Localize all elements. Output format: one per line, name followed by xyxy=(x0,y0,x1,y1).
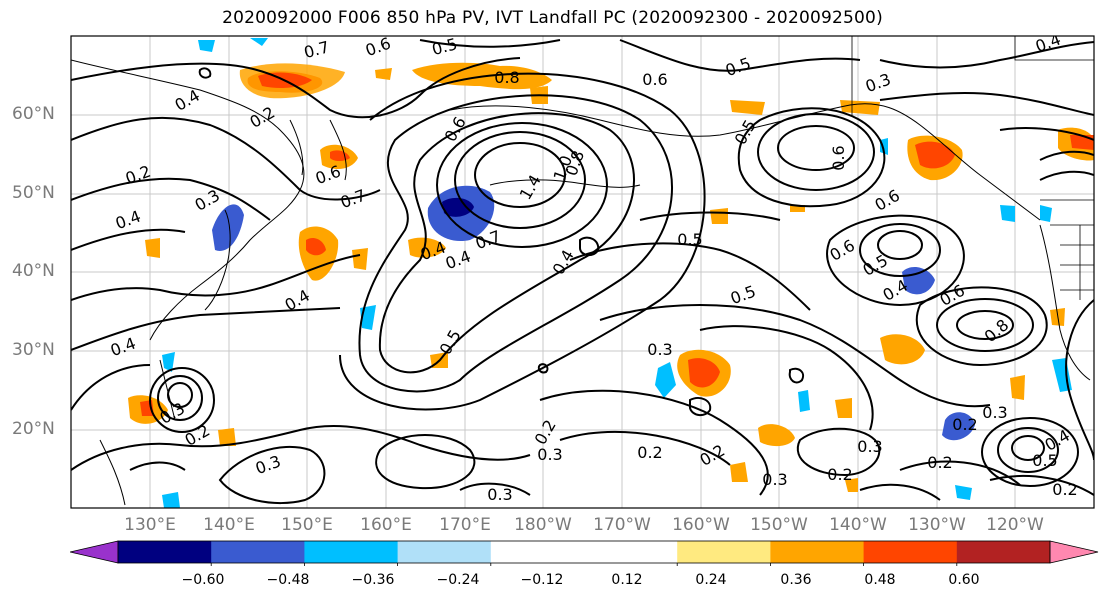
colorbar-segment xyxy=(490,541,585,563)
colorbar-segment xyxy=(863,541,958,563)
contour-label: 0.2 xyxy=(952,415,977,434)
lon-label-140e: 140°E xyxy=(203,515,255,535)
state-borders xyxy=(851,36,1094,300)
lon-label-170w: 170°W xyxy=(593,515,651,535)
lon-label-120w: 120°W xyxy=(986,515,1044,535)
colorbar-segment xyxy=(956,541,1051,563)
contour-label: 0.3 xyxy=(537,445,562,464)
colorbar-segment xyxy=(397,541,492,563)
colorbar-tick-label: 0.24 xyxy=(695,572,727,588)
contour-label: 0.2 xyxy=(927,453,952,472)
colorbar-frame xyxy=(117,540,1051,564)
pv-shading xyxy=(128,38,1094,508)
lon-label-150e: 150°E xyxy=(281,515,333,535)
colorbar-tick-label: −0.48 xyxy=(266,572,310,588)
colorbar-tick-label: −0.12 xyxy=(520,572,564,588)
lat-label-60n: 60°N xyxy=(12,104,55,124)
contours xyxy=(71,39,1094,504)
colorbar-tick-label: 0.48 xyxy=(864,572,896,588)
contour-label: 0.3 xyxy=(647,340,672,359)
colorbar-tick-label: −0.24 xyxy=(436,572,480,588)
contour-label: 0.2 xyxy=(1052,480,1077,499)
lon-label-130e: 130°E xyxy=(124,515,176,535)
map-title: 2020092000 F006 850 hPa PV, IVT Landfall… xyxy=(222,8,883,28)
contour-label: 0.5 xyxy=(430,34,460,59)
contour-label: 0.3 xyxy=(487,485,512,504)
colorbar xyxy=(70,540,1099,566)
lat-label-40n: 40°N xyxy=(12,261,55,281)
lon-label-140w: 140°W xyxy=(829,515,887,535)
colorbar-tick-label: −0.60 xyxy=(181,572,225,588)
lat-label-30n: 30°N xyxy=(12,340,55,360)
lon-label-170e: 170°E xyxy=(439,515,491,535)
colorbar-segment xyxy=(211,541,305,563)
colorbar-segment xyxy=(304,541,399,563)
lon-label-180w: 180°W xyxy=(514,515,572,535)
colorbar-tick-label: 0.12 xyxy=(611,572,643,588)
colorbar-extend-high xyxy=(1049,540,1099,564)
contour-label: 0.2 xyxy=(827,465,852,484)
contour-label: 0.3 xyxy=(857,437,882,456)
colorbar-segment xyxy=(770,541,865,563)
colorbar-tick-label: −0.36 xyxy=(351,572,395,588)
contour-label: 0.6 xyxy=(642,70,667,89)
colorbar-tick-label: 0.60 xyxy=(948,572,980,588)
map-frame xyxy=(70,35,1095,509)
lat-label-20n: 20°N xyxy=(12,419,55,439)
contour-label: 0.5 xyxy=(677,230,702,249)
lon-label-160e: 160°E xyxy=(360,515,412,535)
colorbar-extend-low xyxy=(70,540,119,564)
pv-map: 0.6 0.50.70.8 0.6 0.50.40.30.40.20.20.30.40… xyxy=(70,34,1095,509)
contour-label: 0.8 xyxy=(494,68,519,87)
contour-label: 0.5 xyxy=(1032,451,1057,470)
contour-label: 0.6 xyxy=(829,145,848,170)
lon-label-150w: 150°W xyxy=(750,515,808,535)
contour-label: 0.2 xyxy=(637,443,662,462)
colorbar-segment xyxy=(118,541,212,563)
colorbar-tick-label: 0.36 xyxy=(780,572,812,588)
lon-label-160w: 160°W xyxy=(672,515,730,535)
lon-label-130w: 130°W xyxy=(908,515,966,535)
contour-label: 0.3 xyxy=(762,470,787,489)
lat-label-50n: 50°N xyxy=(12,183,55,203)
colorbar-segment xyxy=(677,541,771,563)
contour-label: 0.3 xyxy=(982,403,1007,422)
colorbar-segment xyxy=(584,541,678,563)
